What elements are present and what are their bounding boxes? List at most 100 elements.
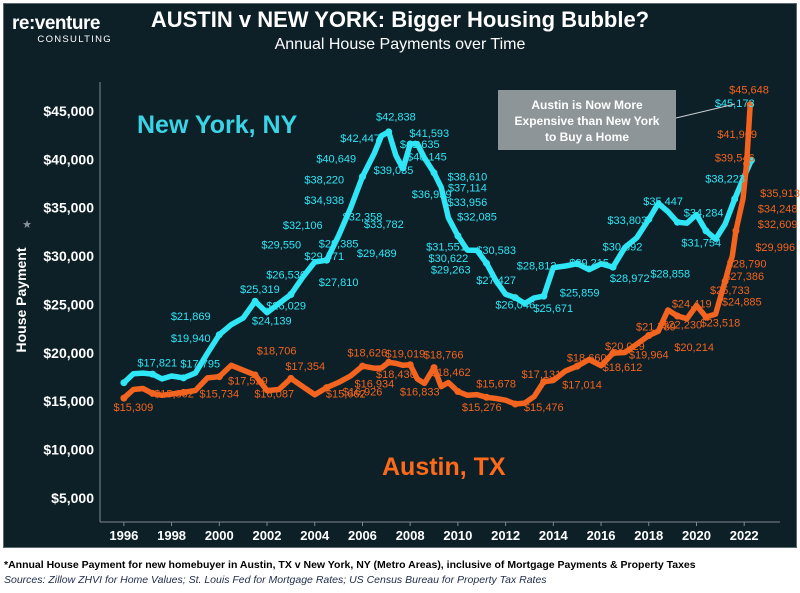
ny-data-label: $28,812	[517, 261, 557, 273]
austin-data-point	[149, 389, 156, 397]
ny-data-label: $34,938	[304, 195, 344, 207]
austin-data-label: $27,386	[724, 271, 764, 283]
ny-data-label: $42,447	[340, 133, 380, 145]
austin-data-label: $18,626	[347, 348, 387, 360]
x-tick-label: 2018	[634, 528, 663, 543]
austin-data-point	[406, 361, 414, 369]
ny-data-label: $29,263	[431, 265, 471, 277]
austin-data-point	[215, 373, 223, 381]
austin-data-point	[483, 393, 490, 401]
austin-series-label: Austin, TX	[382, 453, 506, 481]
ny-data-label: $29,215	[569, 258, 609, 270]
ny-data-point	[540, 292, 548, 300]
ny-data-label: $38,220	[304, 175, 344, 187]
ny-data-label: $34,284	[684, 207, 724, 219]
austin-data-point	[673, 312, 681, 320]
austin-data-label: $15,276	[462, 402, 502, 414]
ny-data-point	[454, 232, 462, 240]
ny-data-label: $36,939	[412, 189, 452, 201]
x-tick-label: 2012	[491, 528, 520, 543]
ny-data-point	[673, 218, 681, 226]
ny-data-point	[359, 173, 366, 181]
ny-data-label: $41,635	[400, 139, 440, 151]
austin-data-point	[573, 362, 581, 370]
austin-data-label: $24,885	[722, 296, 762, 308]
ny-data-label: $37,114	[448, 182, 487, 194]
austin-data-label: $39,546	[715, 152, 755, 164]
ny-data-point	[120, 379, 128, 387]
ny-data-point	[573, 260, 581, 268]
austin-data-label: $15,309	[114, 402, 154, 414]
austin-data-label: $20,029	[605, 341, 645, 353]
x-tick-label: 2008	[396, 528, 425, 543]
annotation-text-line: to Buy a Home	[545, 130, 629, 144]
austin-data-label: $15,476	[524, 402, 564, 414]
x-tick-label: 2000	[205, 528, 234, 543]
austin-data-label: $15,678	[476, 379, 516, 391]
ny-data-label: $29,571	[304, 251, 344, 263]
austin-data-label: $18,660	[567, 353, 607, 365]
ny-data-label: $35,447	[643, 196, 683, 208]
austin-data-label: $21,789	[636, 322, 676, 334]
x-tick-label: 2010	[443, 528, 472, 543]
austin-data-point	[287, 374, 295, 382]
ny-data-label: $27,810	[319, 277, 359, 289]
austin-data-label: $19,019	[386, 349, 426, 361]
ny-data-point	[180, 374, 187, 382]
ny-data-label: $26,046	[495, 299, 535, 311]
austin-data-point	[743, 160, 751, 168]
y-tick-label: $10,000	[43, 441, 94, 457]
y-tick-label: $15,000	[43, 393, 94, 409]
logo-wordmark: re:venture	[12, 13, 100, 34]
ny-data-label: $32,358	[343, 211, 383, 223]
ny-data-label: $38,610	[448, 172, 488, 184]
ny-data-label: $40,145	[407, 151, 447, 163]
ny-data-point	[731, 195, 739, 203]
ny-data-label: $19,940	[171, 333, 211, 345]
ny-data-label: $26,029	[266, 300, 306, 312]
austin-data-point	[251, 371, 259, 379]
austin-data-point	[511, 400, 519, 408]
austin-data-label: $17,131	[522, 369, 562, 381]
austin-data-point	[385, 358, 393, 366]
ny-data-label: $25,671	[533, 303, 573, 315]
austin-data-label: $17,354	[285, 361, 325, 373]
ny-data-label: $29,489	[357, 248, 397, 260]
ny-data-point	[251, 297, 259, 305]
austin-series-line	[121, 101, 753, 407]
ny-data-label: $27,427	[476, 275, 516, 287]
ny-data-label: $29,550	[261, 239, 301, 251]
austin-data-point	[721, 277, 729, 285]
ny-data-label: $28,858	[650, 268, 690, 280]
ny-data-label: $24,139	[252, 316, 292, 328]
y-tick-label: $25,000	[43, 296, 94, 312]
austin-data-label: $17,529	[228, 376, 268, 388]
austin-data-label: $24,419	[672, 298, 712, 310]
annotation-leader	[675, 103, 736, 119]
ny-data-label: $39,035	[374, 165, 414, 177]
annotation-text-line: Expensive than New York	[515, 114, 660, 128]
ny-data-label: $17,795	[180, 358, 220, 370]
austin-data-point	[540, 378, 548, 386]
ny-data-label: $33,782	[364, 219, 404, 231]
ny-data-label: $28,972	[610, 273, 650, 285]
ny-data-point	[511, 294, 519, 302]
ny-data-label: $17,821	[137, 357, 177, 369]
ny-data-label: $32,106	[283, 220, 323, 232]
austin-data-label: $25,733	[710, 285, 750, 297]
ny-data-point	[609, 263, 617, 271]
austin-data-label: $18,766	[424, 350, 464, 362]
ny-series-label: New York, NY	[137, 111, 298, 139]
ny-data-label: $33,956	[448, 197, 488, 209]
y-axis-title: House Payment	[13, 247, 29, 352]
austin-data-point	[732, 227, 740, 235]
x-tick-label: 2006	[348, 528, 377, 543]
ny-data-label: $42,838	[376, 112, 416, 124]
ny-data-point	[645, 215, 653, 223]
austin-data-label: $15,802	[154, 388, 194, 400]
ny-data-label: $29,385	[319, 238, 359, 250]
austin-data-label: $17,014	[562, 380, 602, 392]
austin-data-label: $15,734	[199, 388, 239, 400]
austin-data-label: $16,833	[400, 386, 440, 398]
austin-data-label: $16,934	[355, 379, 395, 391]
